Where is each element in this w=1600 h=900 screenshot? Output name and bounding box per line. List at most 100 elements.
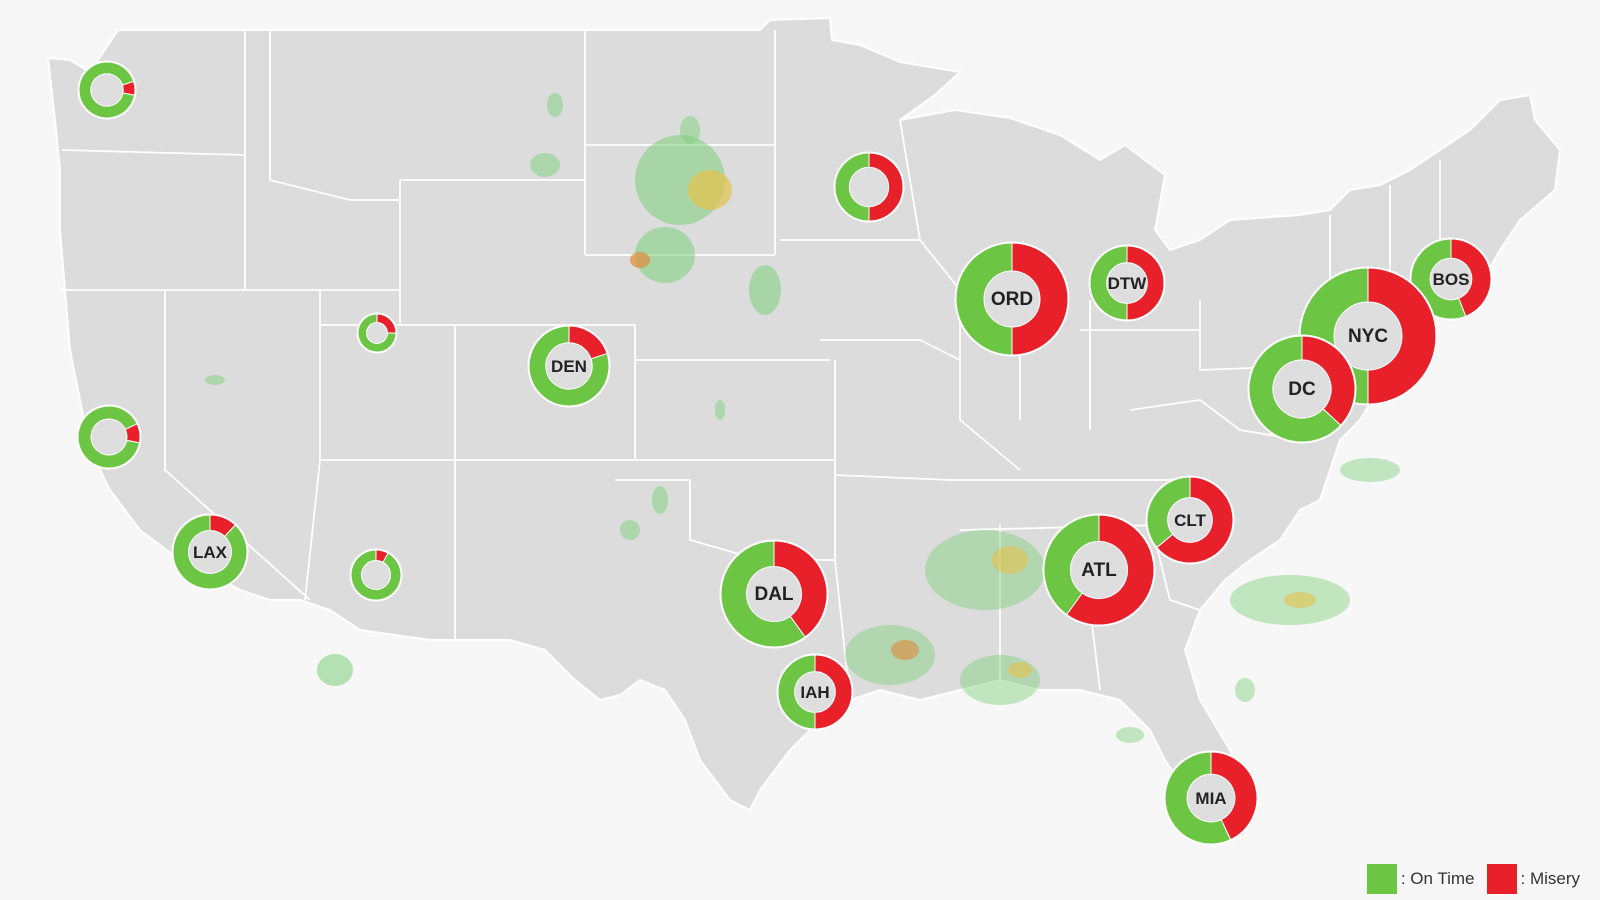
radar-cell (635, 227, 695, 283)
donut-center (545, 342, 593, 390)
airport-phoenix[interactable] (349, 548, 403, 602)
radar-cell (652, 486, 668, 514)
radar-cell (680, 116, 700, 144)
radar-cell (891, 640, 919, 660)
donut-center (361, 560, 391, 590)
radar-cell (1235, 678, 1255, 702)
airport-clt[interactable]: CLT (1145, 475, 1235, 565)
on-time-segment (1043, 514, 1100, 616)
border-line (61, 149, 246, 156)
airport-label: DAL (754, 584, 793, 605)
donut-center (1430, 258, 1472, 300)
on-time-segment (78, 61, 136, 119)
donut-center (1106, 262, 1148, 304)
airport-den[interactable]: DEN (527, 324, 611, 408)
misery-segment (1156, 476, 1234, 564)
airport-atl[interactable]: ATL (1042, 513, 1156, 627)
donut-center (188, 530, 232, 574)
airport-dc[interactable]: DC (1247, 334, 1357, 444)
radar-cell (715, 400, 725, 420)
on-time-segment (955, 242, 1013, 356)
border-line (820, 339, 961, 361)
misery-label: : Misery (1520, 869, 1581, 888)
legend: : On Time : Misery (1366, 864, 1581, 894)
border-line (899, 119, 921, 241)
donut-center (1187, 774, 1235, 822)
donut-center (746, 566, 802, 622)
airport-label: BOS (1433, 270, 1470, 289)
donut-center (1334, 302, 1402, 370)
misery-segment (1367, 267, 1437, 405)
radar-cell (1284, 592, 1316, 608)
on-time-segment (350, 549, 402, 601)
airport-label: NYC (1348, 326, 1388, 347)
misery-segment (1065, 514, 1155, 626)
misery-segment (1450, 238, 1492, 317)
border-line (164, 290, 311, 601)
airport-lax[interactable]: LAX (171, 513, 249, 591)
radar-cell (845, 625, 935, 685)
on-time-segment (834, 152, 870, 222)
radar-cell (925, 530, 1045, 610)
radar-cell (1116, 727, 1144, 743)
legend-on-time: : On Time (1366, 864, 1475, 894)
airport-label: DEN (551, 357, 587, 376)
border-line (1129, 399, 1301, 441)
misery-segment (868, 152, 904, 222)
donut-center (366, 322, 388, 344)
donut-center (1272, 359, 1332, 419)
on-time-segment (1248, 335, 1342, 443)
airport-label: MIA (1195, 789, 1226, 808)
airport-label: LAX (193, 543, 228, 562)
airport-salt-lake-city[interactable] (356, 312, 398, 354)
state-borders (60, 30, 1441, 701)
airport-ord[interactable]: ORD (954, 241, 1070, 357)
donut-center (849, 167, 889, 207)
airport-label: DC (1288, 379, 1316, 400)
misery-segment (1126, 245, 1165, 321)
border-line (959, 290, 1021, 471)
on-time-segment (357, 313, 397, 353)
border-line (269, 30, 400, 201)
airport-san-francisco[interactable] (76, 404, 142, 470)
donut-center (1167, 497, 1213, 543)
misery-segment (773, 540, 828, 638)
misery-segment (1301, 335, 1356, 426)
misery-swatch (1486, 864, 1517, 894)
airport-label: ATL (1081, 560, 1117, 581)
donut-center (90, 73, 124, 107)
weather-radar (205, 93, 1400, 743)
radar-cell (620, 520, 640, 540)
on-time-segment (777, 654, 816, 730)
on-time-segment (528, 325, 610, 407)
airport-dtw[interactable]: DTW (1088, 244, 1166, 322)
radar-cell (530, 153, 560, 177)
donut-center (1070, 541, 1128, 599)
airport-iah[interactable]: IAH (776, 653, 854, 731)
airport-minneapolis[interactable] (833, 151, 905, 223)
airport-donuts: ORD DTW BOS NYC DC DEN LAX DAL IAH ATL CLT MIA (76, 60, 1493, 846)
on-time-segment (77, 405, 141, 469)
airport-label: IAH (800, 683, 829, 702)
airport-label: CLT (1174, 511, 1206, 530)
airport-mia[interactable]: MIA (1163, 750, 1259, 846)
radar-cell (1340, 458, 1400, 482)
misery-segment (1210, 751, 1258, 841)
airport-dal[interactable]: DAL (719, 539, 829, 649)
on-time-segment (1146, 476, 1191, 549)
radar-cell (317, 654, 353, 686)
usa-outline (46, 16, 1562, 847)
misery-segment (814, 654, 853, 730)
radar-cell (630, 252, 650, 268)
radar-cell (1008, 662, 1032, 678)
airport-seattle[interactable] (77, 60, 137, 120)
radar-cell (205, 375, 225, 385)
radar-cell (992, 546, 1028, 574)
airport-label: DTW (1108, 274, 1148, 293)
legend-misery: : Misery (1486, 864, 1581, 894)
misery-segment (1011, 242, 1069, 356)
on-time-segment (1089, 245, 1128, 321)
usa-land (46, 16, 1562, 847)
donut-center (794, 671, 836, 713)
